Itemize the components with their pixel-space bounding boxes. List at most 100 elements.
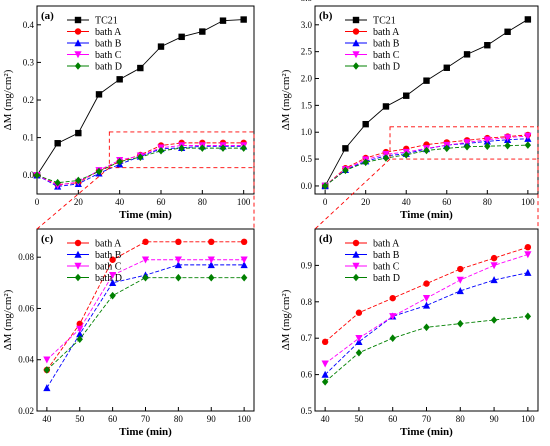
data-point-bath-d bbox=[403, 150, 410, 159]
x-axis-title: Time (min) bbox=[119, 209, 172, 221]
data-point-bath-a bbox=[240, 238, 248, 246]
data-point-bath-a bbox=[389, 294, 396, 302]
legend-item-bath-d: bath D bbox=[345, 62, 400, 73]
data-point-bath-a bbox=[109, 256, 116, 263]
legend-marker bbox=[74, 28, 82, 35]
plot-frame bbox=[314, 5, 539, 195]
legend-label: bath B bbox=[373, 250, 400, 261]
data-point-bath-c bbox=[389, 313, 397, 321]
legend-label: bath C bbox=[95, 262, 122, 273]
data-point-bath-d bbox=[240, 273, 248, 282]
data-point-bath-a bbox=[457, 265, 464, 273]
legend-label: bath D bbox=[373, 273, 400, 284]
x-tick-label: 80 bbox=[198, 197, 208, 207]
data-point-bath-b bbox=[321, 370, 329, 378]
data-point-bath-b bbox=[524, 268, 532, 276]
data-point-bath-d bbox=[178, 144, 185, 152]
y-tick-label: 0.7 bbox=[301, 333, 313, 343]
y-tick-label: 1.5 bbox=[301, 100, 313, 110]
data-point-bath-d bbox=[208, 273, 215, 282]
x-axis-title: Time (min) bbox=[119, 426, 172, 438]
data-point-bath-b bbox=[456, 287, 464, 295]
x-tick-label: 20 bbox=[74, 197, 84, 207]
legend-label: bath D bbox=[373, 62, 400, 73]
data-point-tc21 bbox=[178, 33, 185, 41]
x-axis-title: Time (min) bbox=[400, 426, 453, 438]
data-point-bath-b bbox=[109, 279, 117, 287]
legend-marker bbox=[352, 51, 360, 59]
series-line-bath-a bbox=[36, 142, 244, 186]
legend-label: bath B bbox=[373, 39, 400, 50]
data-point-bath-b bbox=[174, 261, 182, 269]
data-point-tc21 bbox=[75, 129, 82, 137]
legend-marker bbox=[352, 62, 360, 70]
data-point-tc21 bbox=[423, 77, 430, 84]
data-point-bath-a bbox=[524, 244, 532, 251]
data-point-bath-d bbox=[116, 157, 123, 166]
data-point-tc21 bbox=[157, 43, 165, 50]
data-point-bath-d bbox=[355, 348, 363, 357]
y-axis-title: ΔM (mg/cm²) bbox=[280, 289, 292, 350]
data-point-bath-d bbox=[389, 334, 396, 342]
data-point-tc21 bbox=[504, 28, 511, 35]
y-tick-label: 0.8 bbox=[301, 297, 313, 307]
x-tick-label: 100 bbox=[521, 197, 535, 207]
data-point-bath-c bbox=[43, 356, 51, 364]
data-point-bath-d bbox=[423, 146, 430, 155]
data-point-tc21 bbox=[240, 16, 247, 23]
panel-label: (a) bbox=[41, 10, 54, 22]
x-tick-label: 50 bbox=[354, 414, 364, 424]
x-tick-label: 20 bbox=[361, 197, 371, 207]
data-point-tc21 bbox=[382, 103, 390, 110]
y-tick-label: 3.5 bbox=[301, 0, 313, 3]
data-point-bath-c bbox=[321, 360, 329, 368]
data-point-tc21 bbox=[342, 145, 349, 152]
data-point-bath-a bbox=[175, 238, 182, 246]
data-point-bath-d bbox=[463, 142, 471, 151]
data-point-bath-d bbox=[362, 158, 369, 167]
data-point-bath-d bbox=[137, 153, 144, 161]
legend-label: bath A bbox=[95, 27, 122, 38]
legend-marker bbox=[74, 250, 82, 258]
data-point-bath-d bbox=[382, 154, 390, 162]
x-tick-label: 80 bbox=[456, 414, 466, 424]
y-tick-label: 2.5 bbox=[301, 47, 313, 57]
legend-marker bbox=[74, 262, 82, 270]
data-point-bath-d bbox=[219, 144, 227, 152]
data-point-bath-c bbox=[207, 256, 215, 264]
x-tick-label: 60 bbox=[157, 197, 167, 207]
x-tick-label: 40 bbox=[321, 414, 331, 424]
panel-b: 0 20 40 60 80 100 0.0 0.5 1.0 1.5 2.0 2.5 3.0 3.5 Time… bbox=[280, 0, 539, 221]
data-point-bath-d bbox=[524, 312, 532, 321]
data-point-bath-d bbox=[33, 171, 41, 179]
legend-label: bath D bbox=[95, 273, 122, 284]
y-tick-label: 0.02 bbox=[18, 406, 34, 416]
legend-marker bbox=[74, 62, 82, 70]
data-point-bath-d bbox=[524, 141, 532, 149]
data-point-bath-d bbox=[240, 144, 247, 152]
data-point-bath-a bbox=[208, 238, 215, 246]
data-point-tc21 bbox=[95, 91, 103, 98]
legend-marker bbox=[352, 273, 360, 282]
legend-item-bath-c: bath C bbox=[67, 262, 122, 273]
x-tick-label: 90 bbox=[490, 414, 500, 424]
x-tick-label: 60 bbox=[388, 414, 398, 424]
data-point-tc21 bbox=[484, 42, 491, 49]
data-point-bath-d bbox=[504, 141, 511, 150]
y-tick-label: 1.0 bbox=[301, 127, 313, 137]
legend-label: bath C bbox=[373, 262, 400, 273]
panel-label: (d) bbox=[319, 233, 333, 245]
data-point-bath-d bbox=[43, 366, 51, 374]
legend-label: bath D bbox=[95, 62, 122, 73]
y-axis-title: ΔM (mg/cm²) bbox=[2, 289, 14, 350]
legend-label: TC21 bbox=[95, 16, 118, 27]
data-point-bath-c bbox=[355, 335, 363, 342]
x-tick-label: 100 bbox=[237, 414, 251, 424]
legend-item-bath-d: bath D bbox=[67, 273, 122, 284]
legend-label: bath B bbox=[95, 39, 122, 50]
data-point-bath-d bbox=[142, 273, 149, 282]
legend-marker bbox=[352, 28, 360, 35]
y-tick-label: 0.0 bbox=[301, 181, 313, 191]
data-point-bath-c bbox=[240, 256, 248, 264]
